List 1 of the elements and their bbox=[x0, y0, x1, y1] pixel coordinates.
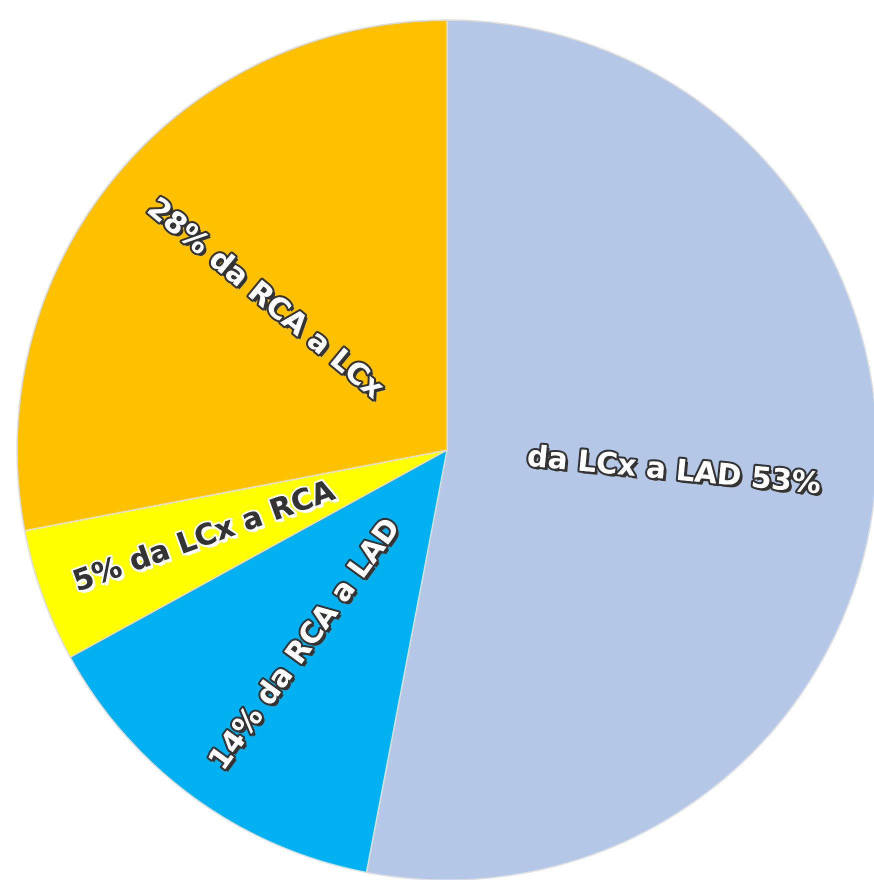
slice-label: da LCx a LAD 53% bbox=[528, 444, 822, 496]
